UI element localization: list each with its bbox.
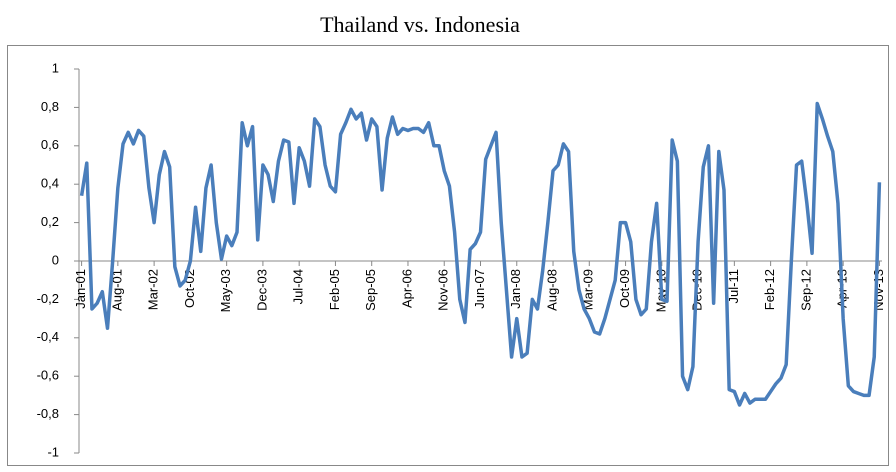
data-line: [79, 101, 882, 407]
x-tick-label: Feb-12: [762, 269, 777, 310]
x-tick-label: Feb-05: [327, 269, 342, 310]
x-tick-label: Dec-03: [254, 269, 269, 311]
y-tick-label: 0,2: [41, 214, 59, 229]
y-tick-label: 0,6: [41, 137, 59, 152]
x-tick-label: Sep-05: [363, 269, 378, 311]
chart-title: Thailand vs. Indonesia: [320, 12, 520, 37]
x-tick-label: Jul-04: [291, 269, 306, 304]
y-tick-label: 1: [52, 60, 59, 75]
y-tick-label: 0,4: [41, 176, 59, 191]
y-tick-label: -0,6: [37, 368, 59, 383]
y-tick-label: -0,2: [37, 291, 59, 306]
x-tick-label: Aug-01: [109, 269, 124, 311]
x-tick-label: Jul-11: [726, 269, 741, 303]
x-tick-label: Jun-07: [472, 269, 487, 309]
x-tick-label: Mar-02: [146, 269, 161, 310]
x-tick-label: Jan-01: [73, 269, 88, 309]
y-tick-label: 0: [52, 252, 59, 267]
x-tick-label: Sep-12: [798, 269, 813, 311]
x-tick-label: Mar-09: [581, 269, 596, 310]
y-tick-label: -0,8: [37, 406, 59, 421]
y-tick-label: -0,4: [37, 329, 59, 344]
x-tick-label: May-03: [218, 269, 233, 312]
y-tick-label: -1: [47, 444, 59, 459]
x-tick-label: Oct-02: [182, 269, 197, 308]
x-tick-label: Aug-08: [544, 269, 559, 311]
x-tick-label: Apr-06: [399, 269, 414, 308]
x-tick-label: Nov-06: [436, 269, 451, 311]
y-tick-label: 0,8: [41, 99, 59, 114]
chart-border: [7, 45, 889, 466]
x-tick-label: Oct-09: [617, 269, 632, 308]
x-tick-label: Jan-08: [508, 269, 523, 309]
